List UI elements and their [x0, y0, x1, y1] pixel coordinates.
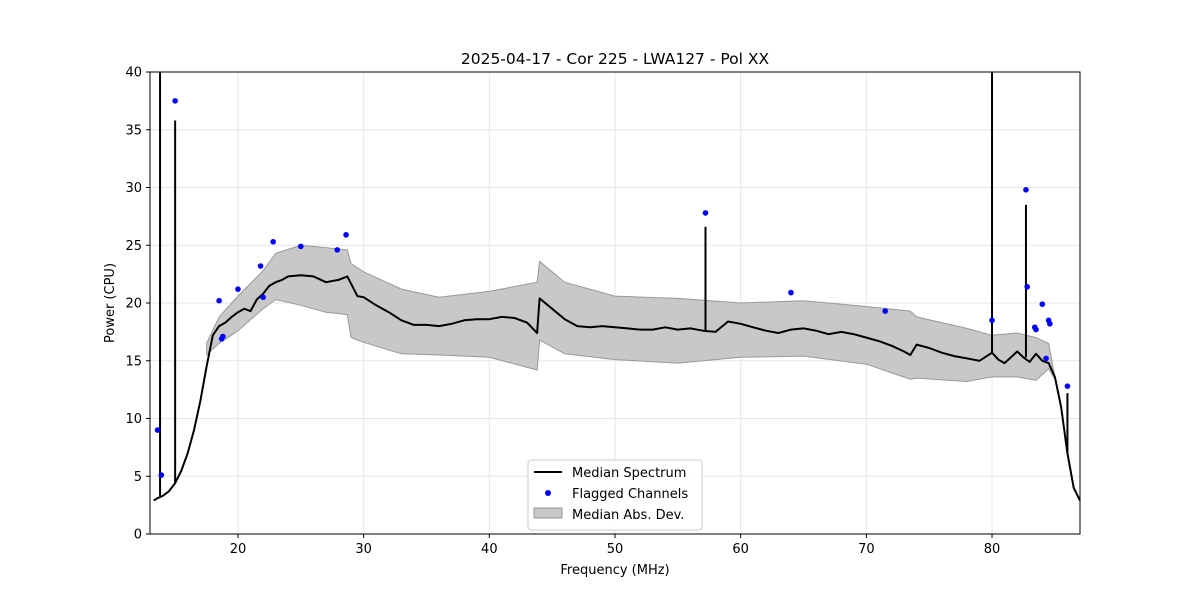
x-tick-label: 50	[607, 542, 624, 557]
x-tick-label: 70	[858, 542, 875, 557]
chart-title: 2025-04-17 - Cor 225 - LWA127 - Pol XX	[461, 50, 770, 68]
flagged-point	[1023, 187, 1029, 193]
legend-flagged-label: Flagged Channels	[572, 487, 688, 502]
flagged-point	[257, 263, 264, 269]
flagged-points-layer	[154, 98, 1071, 478]
x-tick-label: 60	[732, 542, 749, 557]
flagged-point	[172, 98, 178, 104]
flagged-point	[334, 247, 341, 253]
y-tick-label: 15	[125, 354, 142, 369]
y-tick-label: 35	[125, 123, 142, 138]
legend-frame	[527, 459, 703, 531]
y-axis-title: Power (CPU)	[103, 263, 118, 343]
x-tick-label: 30	[355, 542, 372, 557]
y-tick-label: 0	[134, 528, 142, 543]
legend: Median Spectrum Flagged Channels Median …	[527, 459, 703, 531]
y-tick-label: 40	[125, 66, 142, 81]
axis-ticks: 20 30 40 50 60 70 80 0 5 10 15 20 25 30 35 40	[125, 66, 1000, 558]
y-tick-label: 30	[125, 181, 142, 196]
y-tick-label: 25	[125, 239, 142, 254]
x-axis-title: Frequency (MHz)	[560, 563, 669, 578]
flagged-point	[1043, 355, 1049, 362]
flagged-point	[158, 472, 165, 478]
y-tick-label: 20	[125, 297, 142, 312]
flagged-point	[216, 297, 222, 304]
flagged-point	[989, 317, 995, 324]
flagged-point	[788, 289, 794, 296]
flagged-point	[343, 232, 349, 238]
flagged-point	[1064, 383, 1071, 389]
legend-mad-swatch	[533, 507, 563, 519]
x-tick-label: 40	[481, 542, 498, 557]
flagged-point	[270, 238, 276, 245]
legend-mad-label: Median Abs. Dev.	[572, 508, 684, 523]
legend-flagged-swatch	[545, 490, 551, 496]
flagged-point	[1033, 326, 1039, 333]
flagged-point	[882, 308, 889, 314]
flagged-point	[1024, 284, 1031, 290]
flagged-point	[1039, 301, 1046, 307]
flagged-point	[298, 243, 304, 250]
legend-median-label: Median Spectrum	[572, 466, 686, 481]
x-tick-label: 80	[984, 542, 1001, 557]
x-tick-label: 20	[230, 542, 247, 557]
flagged-point	[1047, 320, 1053, 327]
median-spectrum-line	[153, 274, 1081, 502]
y-tick-label: 5	[134, 470, 142, 485]
y-tick-label: 10	[125, 412, 142, 427]
flagged-point	[235, 286, 241, 292]
flagged-point	[702, 210, 709, 216]
flagged-point	[154, 427, 161, 433]
flagged-point	[260, 294, 266, 301]
flagged-point	[220, 333, 226, 340]
median-line-layer	[153, 72, 1081, 502]
